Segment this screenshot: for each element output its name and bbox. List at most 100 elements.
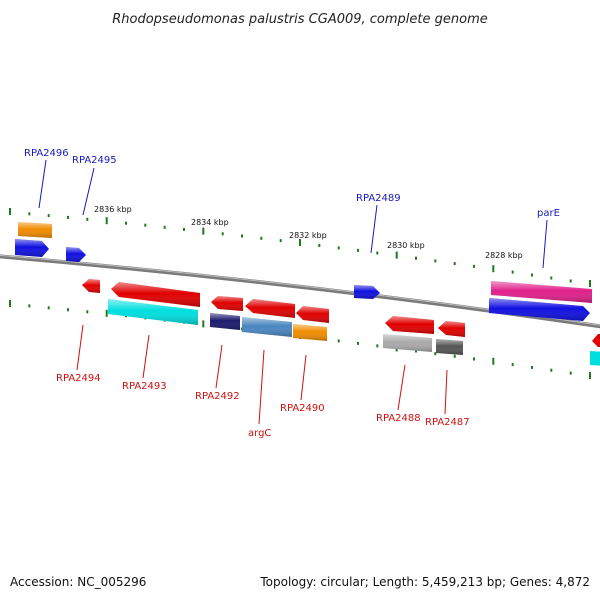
topology-text: Topology: circular; Length: 5,459,213 bp…: [259, 575, 590, 589]
leader-rpa2496: [38, 159, 47, 209]
tick-outer-minor: [28, 212, 31, 216]
tick-outer-major: [9, 208, 11, 215]
gene-rpa2496-block-orange[interactable]: [18, 222, 52, 238]
accession-text: Accession: NC_005296: [10, 575, 146, 589]
gene-pare-arrow[interactable]: [489, 298, 590, 321]
gene-label-rpa2495[interactable]: RPA2495: [72, 155, 117, 166]
gene-rpa2490-arrow[interactable]: [296, 306, 329, 323]
leader-rpa2488: [397, 364, 406, 411]
scale-label-2836: 2836 kbp: [94, 205, 132, 214]
tick-inner-minor: [28, 304, 31, 308]
gene-rpa2489-arrow[interactable]: [354, 285, 380, 299]
gene-rpa2488-block-gray[interactable]: [383, 334, 432, 352]
gene-rpa2493-arrow[interactable]: [111, 282, 200, 307]
gene-argc-arrow[interactable]: [245, 299, 295, 318]
tick-inner-minor: [434, 352, 437, 356]
tick-outer-major: [589, 280, 591, 287]
gene-pare-block-magenta[interactable]: [491, 281, 592, 303]
gene-rpa2490-block-orange[interactable]: [293, 324, 327, 341]
gene-argc-block-steel[interactable]: [242, 317, 292, 337]
leader-pare: [542, 219, 548, 269]
tick-inner-minor: [511, 363, 514, 367]
gene-label-rpa2492[interactable]: RPA2492: [195, 391, 240, 402]
gene-label-pare[interactable]: parE: [537, 208, 560, 219]
tick-outer-minor: [67, 215, 69, 219]
tick-inner-minor: [337, 339, 340, 343]
gene-label-rpa2489[interactable]: RPA2489: [356, 193, 401, 204]
gene-label-rpa2487[interactable]: RPA2487: [425, 417, 470, 428]
gene-rpa2494-arrow[interactable]: [82, 279, 100, 293]
tick-outer-minor: [531, 273, 533, 277]
gene-label-rpa2488[interactable]: RPA2488: [376, 413, 421, 424]
leader-rpa2493: [142, 334, 150, 379]
tick-outer-minor: [221, 232, 224, 236]
leader-rpa2494: [76, 324, 84, 371]
gene-label-rpa2490[interactable]: RPA2490: [280, 403, 325, 414]
leader-rpa2489: [370, 204, 378, 254]
leader-rpa2492: [215, 344, 223, 389]
scale-label-2832: 2832 kbp: [289, 231, 327, 240]
tick-inner-major: [9, 300, 11, 307]
tick-outer-minor: [163, 225, 166, 229]
gene-rpa2488-arrow[interactable]: [385, 316, 434, 334]
tick-inner-minor: [473, 357, 475, 361]
tick-outer-minor: [86, 217, 89, 221]
tick-outer-minor: [183, 227, 185, 231]
tick-outer-minor: [569, 279, 572, 283]
tick-outer-minor: [550, 276, 553, 280]
gene-rpa2492-arrow[interactable]: [211, 296, 243, 311]
tick-outer-major: [299, 239, 301, 246]
gene-label-rpa2493[interactable]: RPA2493: [122, 381, 167, 392]
tick-outer-minor: [144, 223, 147, 227]
tick-outer-minor: [473, 264, 475, 268]
tick-inner-major: [105, 309, 108, 317]
gene-edge-right-red[interactable]: [592, 334, 600, 347]
tick-outer-minor: [453, 262, 456, 266]
gene-rpa2492-block-navy[interactable]: [210, 313, 240, 330]
scale-label-2834: 2834 kbp: [191, 218, 229, 227]
gene-rpa2493-block-cyan[interactable]: [108, 299, 198, 325]
tick-outer-major: [395, 251, 398, 259]
tick-inner-minor: [569, 371, 572, 375]
tick-outer-minor: [260, 236, 263, 240]
tick-inner-minor: [415, 349, 417, 353]
tick-inner-minor: [376, 344, 379, 348]
gene-rpa2495-arrow[interactable]: [66, 247, 86, 262]
tick-inner-major: [202, 320, 205, 328]
leader-rpa2495: [82, 167, 95, 216]
tick-inner-minor: [531, 365, 533, 369]
tick-inner-major: [492, 357, 495, 365]
tick-outer-minor: [337, 246, 340, 250]
tick-row-outer: [9, 208, 591, 287]
gene-label-rpa2494[interactable]: RPA2494: [56, 373, 101, 384]
gene-rpa2487-arrow[interactable]: [438, 321, 465, 337]
gene-edge-right-cyan[interactable]: [590, 351, 600, 366]
tick-outer-major: [202, 227, 205, 235]
leader-argc: [258, 349, 265, 425]
tick-inner-minor: [550, 368, 553, 372]
leader-rpa2490: [300, 354, 307, 401]
tick-outer-minor: [511, 270, 514, 274]
tick-outer-minor: [125, 221, 127, 225]
tick-inner-minor: [453, 354, 456, 358]
map-title: Rhodopseudomonas palustris CGA009, compl…: [112, 12, 488, 27]
tick-outer-minor: [415, 256, 417, 260]
tick-outer-minor: [318, 243, 321, 247]
leader-rpa2487: [444, 369, 448, 415]
tick-outer-minor: [47, 214, 50, 218]
gene-rpa2496-arrow[interactable]: [15, 239, 49, 257]
tick-inner-minor: [47, 306, 50, 310]
gene-label-argc[interactable]: argC: [248, 428, 271, 439]
gene-rpa2487-block-darkgray[interactable]: [436, 339, 463, 355]
tick-outer-minor: [434, 259, 437, 263]
tick-inner-major: [589, 372, 591, 379]
scale-label-2828: 2828 kbp: [485, 251, 523, 260]
tick-outer-minor: [357, 248, 359, 252]
gene-label-rpa2496[interactable]: RPA2496: [24, 148, 69, 159]
tick-inner-minor: [86, 310, 89, 314]
tick-inner-minor: [357, 341, 359, 345]
tick-outer-major: [105, 217, 108, 225]
tick-outer-minor: [376, 251, 379, 255]
tick-outer-minor: [241, 234, 243, 238]
